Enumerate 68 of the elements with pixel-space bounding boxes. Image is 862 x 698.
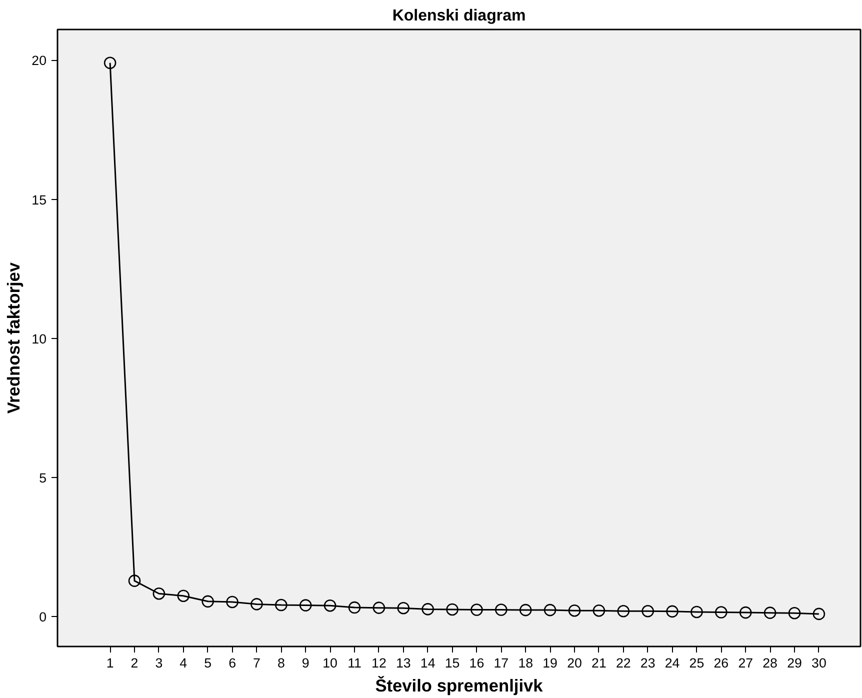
point [348, 601, 361, 614]
point [788, 606, 801, 620]
x-tick-label: 24 [664, 656, 680, 670]
x-axis-title: Število spremenljivk [375, 676, 544, 696]
point [104, 56, 116, 70]
x-tick-label: 18 [518, 656, 534, 670]
point [299, 599, 312, 612]
point [250, 598, 263, 610]
x-tick-label: 30 [812, 656, 826, 670]
y-axis-title: Vrednost faktorjev [4, 262, 24, 414]
point [812, 608, 826, 620]
point [544, 604, 556, 616]
y-tick-label: 10 [32, 331, 47, 346]
x-tick-label: 13 [396, 656, 411, 670]
y-tick-label: 0 [39, 610, 47, 625]
x-tick-label: 25 [689, 656, 704, 670]
x-tick-label: 14 [420, 656, 436, 670]
x-tick-label: 26 [714, 656, 729, 670]
x-tick-label: 8 [277, 656, 285, 670]
point [666, 605, 678, 618]
point [152, 587, 166, 600]
x-tick-label: 29 [787, 656, 802, 670]
point [128, 574, 141, 587]
x-tick-label: 28 [762, 656, 778, 670]
y-tick-label: 20 [32, 53, 47, 68]
x-tick-label: 27 [738, 656, 754, 670]
x-tick-label: 22 [616, 656, 631, 670]
x-tick-label: 17 [494, 656, 509, 670]
x-tick-label: 3 [155, 656, 163, 670]
point [568, 604, 581, 617]
point [739, 606, 752, 619]
x-tick-label: 19 [542, 656, 558, 670]
point [617, 605, 630, 618]
point [715, 606, 728, 618]
point [642, 605, 654, 618]
x-tick-label: 9 [302, 656, 310, 670]
point [226, 596, 238, 608]
x-tick-label: 5 [204, 656, 212, 670]
x-tick-label: 4 [180, 656, 188, 670]
point [690, 606, 703, 618]
x-tick-label: 16 [469, 656, 484, 670]
point [446, 603, 458, 616]
point [324, 599, 336, 612]
x-tick-label: 12 [372, 656, 386, 670]
point [764, 606, 776, 619]
x-tick-label: 23 [640, 656, 656, 670]
point [397, 602, 410, 614]
point [275, 598, 288, 612]
point [470, 604, 483, 616]
x-tick-label: 21 [592, 656, 606, 670]
point [519, 604, 532, 616]
point [422, 603, 434, 616]
x-tick-label: 1 [106, 656, 114, 670]
x-tick-label: 2 [130, 656, 138, 670]
x-tick-label: 20 [567, 656, 582, 670]
x-tick-label: 15 [444, 656, 460, 670]
chart-title: Kolenski diagram [392, 8, 526, 24]
x-tick-label: 11 [348, 656, 362, 670]
point [202, 595, 214, 608]
point [372, 602, 386, 614]
x-tick-label: 10 [322, 656, 338, 670]
point [592, 604, 606, 617]
point [495, 604, 508, 616]
y-tick-label: 15 [32, 192, 47, 208]
point [177, 590, 190, 602]
x-tick-label: 6 [228, 656, 236, 670]
x-tick-label: 7 [253, 656, 260, 670]
y-tick-label: 5 [39, 470, 47, 486]
